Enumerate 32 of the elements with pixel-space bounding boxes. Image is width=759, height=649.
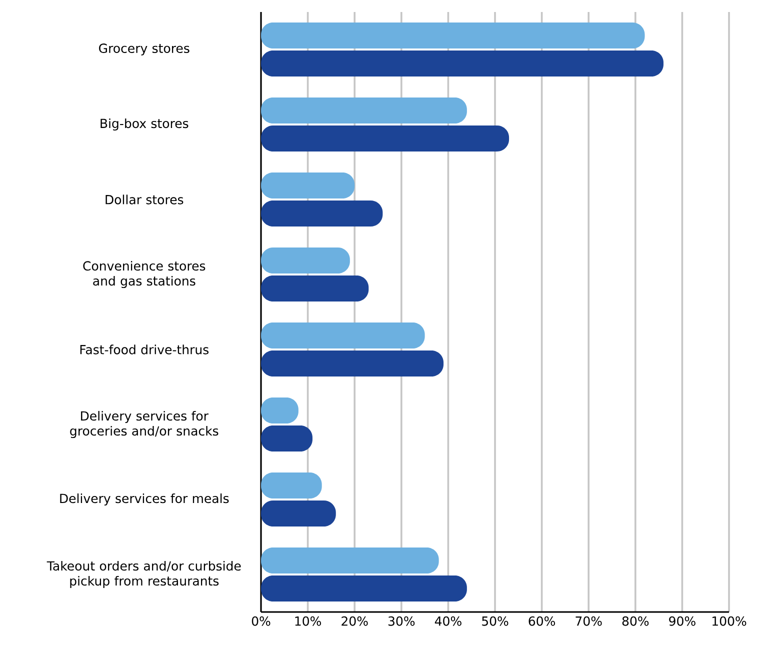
bar	[261, 576, 467, 602]
x-tick-label: 60%	[528, 616, 555, 626]
bar	[261, 126, 510, 152]
x-tick-label: 50%	[482, 616, 508, 626]
x-tick-label: 70%	[576, 616, 602, 626]
bar	[261, 172, 355, 199]
y-tick-label: Dollar stores	[106, 194, 184, 204]
y-tick-label: Takeout orders and/or curbside pickup from restaurants	[46, 560, 241, 588]
bar	[261, 98, 467, 124]
x-tick-label: 0%	[252, 616, 270, 626]
bar	[261, 276, 369, 302]
bar	[261, 500, 336, 527]
bar	[261, 200, 383, 227]
y-tick-label: Convenience stores and gas stations	[83, 260, 206, 288]
bar	[261, 248, 350, 274]
x-tick-label: 90%	[669, 616, 696, 626]
y-tick-label: Delivery services for groceries and/or snacks	[70, 410, 218, 438]
x-tick-label: 100%	[712, 616, 746, 626]
x-tick-label: 30%	[388, 616, 415, 626]
y-tick-label: Delivery services for meals	[60, 493, 229, 506]
y-tick-label: Big-box stores	[100, 118, 188, 131]
x-tick-label: 10%	[295, 616, 321, 626]
y-tick-label: Fast-food drive-thrus	[80, 344, 209, 354]
bar	[261, 350, 444, 377]
bar	[261, 22, 645, 49]
x-tick-label: 20%	[342, 616, 368, 626]
x-tick-label: 80%	[622, 616, 649, 626]
x-tick-label: 40%	[434, 616, 462, 626]
y-tick-label: Grocery stores	[99, 44, 190, 56]
bar	[261, 548, 439, 574]
bar	[261, 50, 664, 77]
bar	[261, 322, 425, 349]
